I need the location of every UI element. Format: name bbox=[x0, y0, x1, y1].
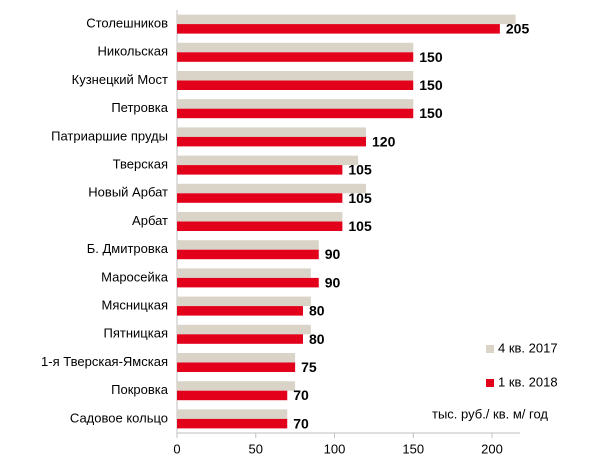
value-label: 150 bbox=[419, 49, 443, 65]
bar bbox=[177, 409, 288, 419]
y-tick-label: Петровка bbox=[111, 100, 168, 115]
bar bbox=[177, 127, 366, 137]
x-tick-label: 100 bbox=[324, 441, 346, 456]
legend-swatch bbox=[486, 345, 494, 353]
y-tick-label: 1-я Тверская-Ямская bbox=[41, 354, 168, 369]
y-tick-label: Патриаршие пруды bbox=[51, 128, 168, 143]
unit-note: тыс. руб./ кв. м/ год bbox=[432, 406, 548, 421]
legend-label: 4 кв. 2017 bbox=[498, 340, 558, 355]
bar bbox=[177, 24, 500, 34]
bar bbox=[177, 240, 319, 250]
value-label: 105 bbox=[348, 190, 372, 206]
y-tick-label: Кузнецкий Мост bbox=[72, 72, 168, 87]
y-tick-label: Пятницкая bbox=[104, 326, 168, 341]
bar bbox=[177, 80, 414, 90]
legend-swatch bbox=[486, 379, 494, 387]
y-tick-label: Покровка bbox=[111, 382, 169, 397]
value-label: 70 bbox=[293, 415, 309, 431]
bar bbox=[177, 183, 366, 194]
value-label: 120 bbox=[372, 133, 396, 149]
bar bbox=[177, 390, 288, 401]
bar bbox=[177, 14, 516, 25]
bar bbox=[177, 353, 296, 363]
y-tick-label: Б. Дмитровка bbox=[87, 241, 169, 256]
value-label: 80 bbox=[309, 331, 325, 347]
bar bbox=[177, 362, 296, 372]
bar bbox=[177, 108, 414, 119]
legend-label: 1 кв. 2018 bbox=[498, 374, 558, 389]
x-tick-label: 0 bbox=[173, 441, 180, 456]
bar bbox=[177, 71, 414, 81]
bar bbox=[177, 99, 414, 109]
y-tick-label: Мясницкая bbox=[102, 298, 169, 313]
y-tick-label: Арбат bbox=[132, 213, 168, 228]
bar bbox=[177, 381, 296, 391]
bar bbox=[177, 249, 319, 260]
value-label: 90 bbox=[325, 246, 341, 262]
y-tick-label: Столешников bbox=[86, 16, 168, 31]
bar bbox=[177, 296, 311, 307]
bar bbox=[177, 212, 343, 222]
value-label: 90 bbox=[325, 274, 341, 290]
y-tick-label: Новый Арбат bbox=[88, 185, 168, 200]
value-label: 80 bbox=[309, 303, 325, 319]
y-tick-label: Никольская bbox=[97, 44, 168, 59]
value-label: 75 bbox=[301, 359, 317, 375]
value-label: 150 bbox=[419, 105, 443, 121]
value-label: 105 bbox=[348, 162, 372, 178]
x-tick-label: 200 bbox=[481, 441, 503, 456]
x-tick-label: 150 bbox=[402, 441, 424, 456]
bar bbox=[177, 334, 303, 344]
value-label: 105 bbox=[348, 218, 372, 234]
bar bbox=[177, 268, 311, 278]
x-tick-label: 50 bbox=[249, 441, 263, 456]
bar bbox=[177, 193, 343, 203]
bar bbox=[177, 418, 288, 429]
bar bbox=[177, 136, 366, 147]
y-tick-label: Садовое кольцо bbox=[70, 410, 168, 425]
value-label: 205 bbox=[506, 21, 530, 37]
y-tick-label: Тверская bbox=[113, 157, 168, 172]
bar bbox=[177, 165, 343, 175]
value-label: 150 bbox=[419, 77, 443, 93]
bar bbox=[177, 155, 359, 166]
bar bbox=[177, 221, 343, 231]
bar bbox=[177, 324, 311, 335]
bar bbox=[177, 277, 319, 288]
bar bbox=[177, 42, 414, 53]
value-label: 70 bbox=[293, 387, 309, 403]
bar bbox=[177, 306, 303, 316]
y-tick-label: Маросейка bbox=[101, 269, 169, 284]
bar bbox=[177, 52, 414, 62]
